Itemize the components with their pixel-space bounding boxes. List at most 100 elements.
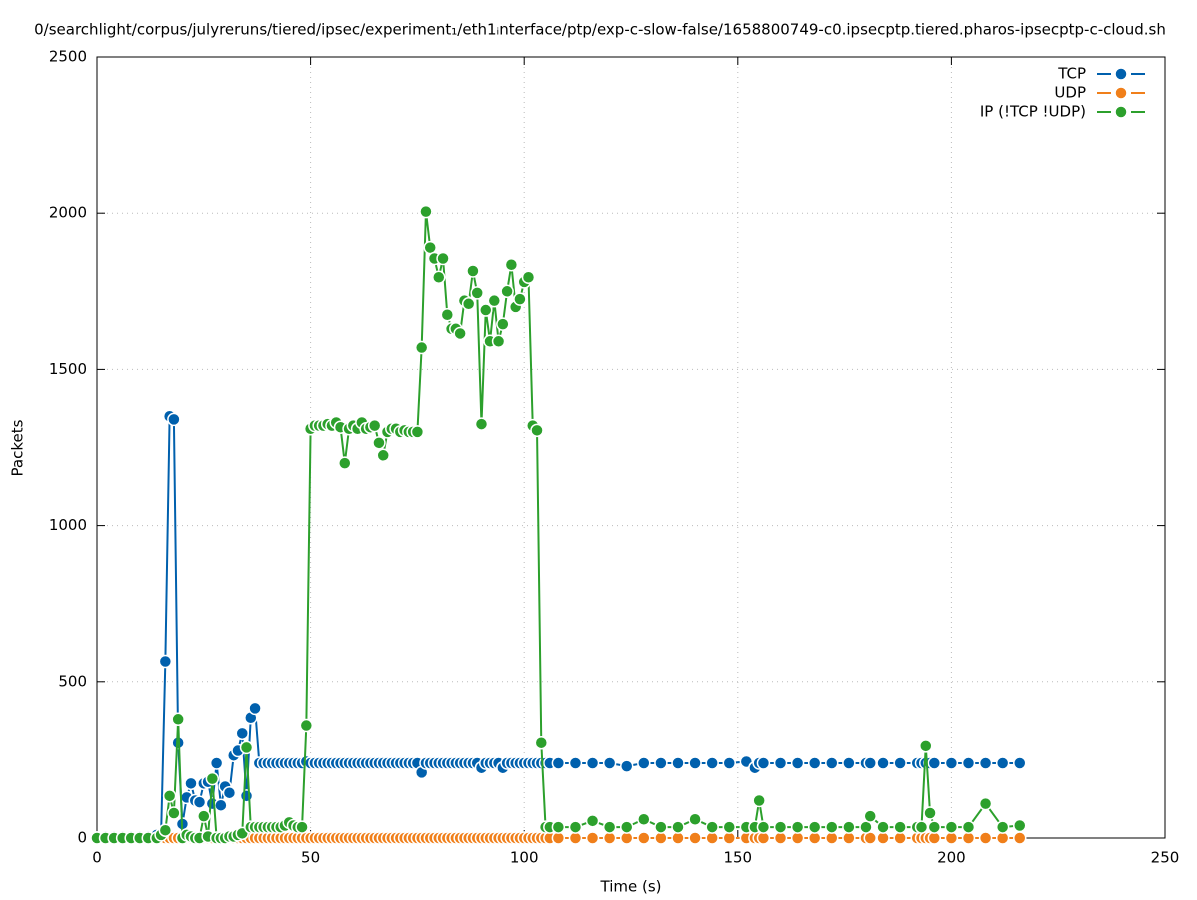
x-tick-label: 50 bbox=[301, 849, 320, 867]
data-point bbox=[842, 820, 856, 834]
data-point bbox=[927, 756, 942, 770]
data-point bbox=[863, 756, 877, 770]
data-point bbox=[171, 712, 185, 727]
data-point bbox=[158, 654, 173, 669]
x-tick-label: 150 bbox=[723, 849, 752, 867]
data-point bbox=[222, 785, 237, 800]
data-point bbox=[521, 270, 536, 284]
data-point bbox=[752, 793, 766, 808]
data-point bbox=[1013, 756, 1027, 770]
legend-label: UDP bbox=[1054, 84, 1086, 102]
data-point bbox=[487, 293, 502, 308]
legend-label: IP (!TCP !UDP) bbox=[980, 103, 1086, 121]
data-point bbox=[479, 303, 493, 317]
legend-marker bbox=[1114, 67, 1128, 81]
data-point bbox=[167, 412, 181, 427]
y-tick-label: 500 bbox=[58, 672, 87, 690]
data-point bbox=[453, 326, 467, 341]
data-point bbox=[705, 756, 719, 770]
data-point bbox=[773, 756, 788, 770]
data-point bbox=[440, 307, 455, 322]
data-point bbox=[637, 812, 651, 827]
data-point bbox=[568, 820, 583, 834]
data-point bbox=[688, 756, 702, 770]
x-tick-label: 200 bbox=[937, 849, 966, 867]
data-point bbox=[995, 820, 1010, 834]
data-point bbox=[419, 204, 433, 219]
data-point bbox=[825, 756, 839, 770]
data-point bbox=[876, 756, 890, 770]
x-axis-label: Time (s) bbox=[600, 878, 662, 896]
data-point bbox=[876, 820, 890, 834]
legend-marker bbox=[1114, 86, 1128, 100]
data-point bbox=[295, 820, 309, 834]
data-point bbox=[914, 820, 929, 834]
data-point bbox=[530, 423, 544, 438]
data-point bbox=[978, 831, 993, 845]
data-point bbox=[551, 756, 566, 770]
data-point bbox=[299, 718, 314, 733]
data-point bbox=[637, 756, 651, 770]
x-tick-label: 250 bbox=[1151, 849, 1180, 867]
data-point bbox=[214, 798, 228, 812]
data-point bbox=[619, 820, 634, 834]
data-point bbox=[504, 257, 519, 272]
data-point bbox=[602, 756, 617, 770]
data-point bbox=[671, 756, 685, 770]
data-point bbox=[209, 756, 224, 770]
data-point bbox=[602, 820, 617, 834]
data-point bbox=[995, 756, 1010, 770]
data-point bbox=[414, 340, 429, 355]
data-point bbox=[688, 812, 702, 827]
data-point bbox=[688, 831, 702, 845]
data-point bbox=[825, 820, 839, 834]
data-point bbox=[162, 789, 177, 803]
data-point bbox=[158, 823, 173, 837]
data-point bbox=[756, 820, 771, 834]
data-point bbox=[893, 820, 907, 834]
data-point bbox=[367, 418, 382, 433]
y-tick-label: 1000 bbox=[49, 516, 87, 534]
data-point bbox=[500, 284, 514, 299]
data-point bbox=[978, 756, 993, 770]
y-tick-label: 2000 bbox=[49, 204, 87, 222]
data-point bbox=[807, 820, 822, 834]
data-point bbox=[919, 739, 933, 753]
data-point bbox=[568, 756, 583, 770]
x-tick-label: 0 bbox=[92, 849, 102, 867]
data-point bbox=[923, 806, 937, 820]
data-point bbox=[410, 425, 425, 439]
data-point bbox=[551, 820, 566, 834]
data-point bbox=[436, 251, 450, 266]
data-point bbox=[863, 809, 877, 823]
data-point bbox=[239, 789, 254, 803]
data-point bbox=[197, 809, 211, 823]
data-point bbox=[619, 759, 634, 773]
data-point bbox=[470, 286, 484, 300]
data-point bbox=[513, 292, 527, 306]
data-point bbox=[205, 771, 220, 786]
data-point bbox=[807, 756, 822, 770]
data-point bbox=[961, 756, 976, 770]
data-point bbox=[722, 820, 737, 834]
data-point bbox=[705, 820, 719, 834]
data-point bbox=[167, 806, 181, 820]
data-point bbox=[491, 334, 506, 349]
data-point bbox=[790, 820, 805, 834]
data-point bbox=[461, 297, 476, 311]
data-point bbox=[585, 814, 600, 828]
data-point bbox=[1013, 818, 1027, 833]
data-point bbox=[585, 831, 600, 845]
data-point bbox=[961, 820, 976, 834]
data-point bbox=[239, 740, 254, 755]
data-point bbox=[496, 317, 510, 331]
x-tick-label: 100 bbox=[510, 849, 539, 867]
data-point bbox=[671, 820, 685, 834]
data-point bbox=[944, 756, 959, 770]
data-point bbox=[722, 756, 737, 770]
data-point bbox=[338, 456, 352, 470]
y-tick-label: 0 bbox=[77, 829, 87, 847]
data-point bbox=[756, 756, 771, 770]
data-point bbox=[893, 756, 907, 770]
